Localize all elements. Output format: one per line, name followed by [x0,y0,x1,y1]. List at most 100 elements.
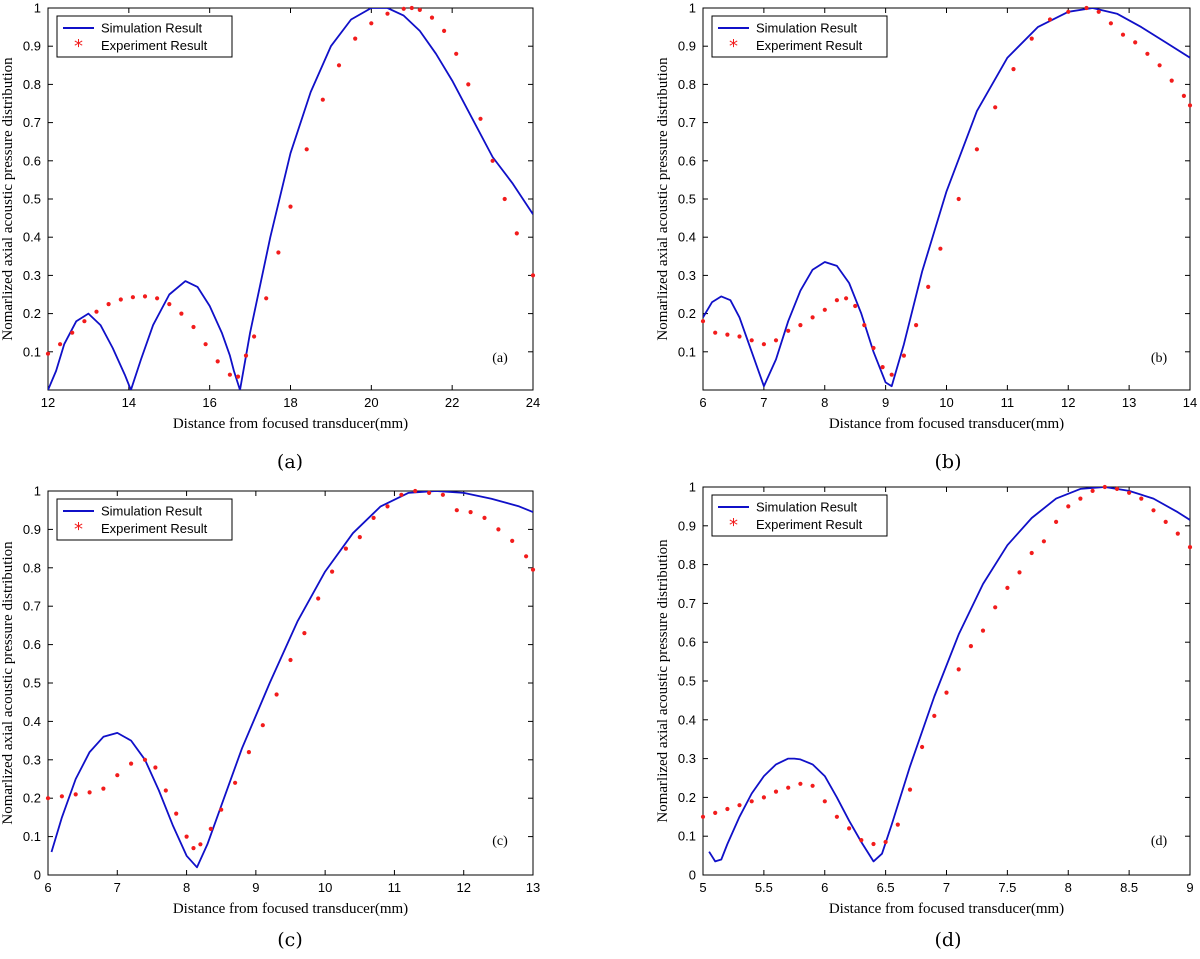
panel-tag: (a) [492,351,508,366]
experiment-point [1187,103,1193,108]
legend: Simulation Result * Experiment Result [56,498,233,541]
experiment-point [1054,519,1059,525]
experiment-point [227,372,232,377]
experiment-point [1108,21,1113,26]
experiment-point [115,773,120,778]
x-tick-label: 9 [1186,880,1193,895]
experiment-point [478,116,483,121]
y-tick-label: 0.1 [23,829,41,844]
x-tick-label: 6 [699,395,706,410]
experiment-point [944,690,949,695]
experiment-point [834,814,840,819]
experiment-point [737,334,742,339]
experiment-point [468,509,473,515]
x-tick-label: 9 [882,395,889,410]
experiment-point [530,273,536,278]
experiment-point [1157,63,1162,68]
legend-experiment-marker: * [74,519,83,540]
y-tick-label: 0.4 [678,712,696,727]
y-tick-label: 0.6 [678,153,696,168]
legend-box [711,494,888,537]
y-tick-label: 0.2 [23,306,41,321]
experiment-point [490,158,495,163]
experiment-point [369,21,374,26]
panel-caption: (c) [277,929,302,951]
y-tick-label: 0.4 [23,230,41,245]
legend-experiment-label: Experiment Result [756,517,863,532]
x-tick-label: 9 [252,880,259,895]
experiment-point [871,841,876,847]
legend-experiment-label: Experiment Result [101,521,208,536]
experiment-point [243,353,249,358]
experiment-point [45,351,51,356]
experiment-point [514,231,519,236]
experiment-point [142,294,148,299]
y-tick-label: 0.5 [678,192,696,207]
experiment-point [1084,5,1089,11]
experiment-point [725,806,730,812]
experiment-point [163,788,168,793]
experiment-point [1047,17,1053,22]
experiment-point [336,63,342,68]
legend: Simulation Result * Experiment Result [711,494,888,537]
experiment-point [94,309,99,314]
legend-experiment-marker: * [74,36,83,57]
x-tick-label: 20 [364,395,378,410]
chart-panel: 6 7 8 9 10 11 12 13 14 0.1 0.2 0.3 0.4 0.5 0.6 0.7 0.8 0.… [655,1,1197,474]
x-tick-label: 10 [318,880,332,895]
x-axis-label: Distance from focused transducer(mm) [173,416,408,432]
panel-caption: (a) [277,451,303,473]
experiment-point [1151,508,1156,513]
experiment-point [713,810,718,816]
experiment-point [101,786,106,791]
experiment-point [834,298,840,303]
legend-simulation-label: Simulation Result [101,21,203,36]
x-tick-label: 5 [699,880,706,895]
experiment-point [442,28,447,33]
y-tick-label: 0.2 [23,791,41,806]
experiment-point [1078,496,1083,501]
experiment-point [895,822,900,827]
experiment-point [993,605,998,610]
experiment-point [798,323,803,328]
x-tick-label: 5.5 [755,880,773,895]
experiment-point [907,787,913,792]
y-tick-label: 0.1 [23,344,41,359]
experiment-point [1011,67,1016,72]
experiment-point [1102,484,1107,490]
x-tick-label: 16 [202,395,216,410]
chart-panel: 5 5.5 6 6.5 7 7.5 8 8.5 9 0 0.1 0.2 0.3 0.4 0.5 0.6 0.7 0… [655,480,1194,952]
experiment-point [264,296,269,301]
experiment-point [1145,51,1150,56]
experiment-point [773,789,779,794]
experiment-point [454,508,459,513]
experiment-point [700,319,706,324]
chart-panel: 12 14 16 18 20 22 24 0.1 0.2 0.3 0.4 0.5 0.6 0.7 0.8 0.… [0,1,540,474]
experiment-point [1066,504,1071,509]
y-tick-label: 0.8 [678,77,696,92]
y-tick-label: 0.9 [678,518,696,533]
experiment-point [700,814,706,819]
experiment-point [1114,486,1120,491]
experiment-point [1066,9,1071,14]
experiment-point [288,657,293,663]
experiment-point [1029,36,1034,41]
experiment-point [215,359,220,364]
experiment-point [725,332,730,337]
experiment-point [956,196,961,202]
y-tick-label: 0.7 [23,115,41,130]
x-tick-label: 22 [445,395,459,410]
experiment-point [844,296,849,301]
experiment-point [530,567,536,572]
legend-experiment-marker: * [729,36,738,57]
experiment-point [260,723,265,728]
experiment-point [353,36,358,41]
experiment-point [427,490,432,495]
experiment-point [235,374,241,379]
experiment-point [496,527,501,532]
panel-tag: (d) [1151,834,1168,849]
experiment-point [920,744,925,750]
y-axis-label: Nomarlized axial acoustic pressure distr… [0,57,16,341]
experiment-point [1187,545,1193,550]
y-tick-label: 0 [689,868,696,883]
